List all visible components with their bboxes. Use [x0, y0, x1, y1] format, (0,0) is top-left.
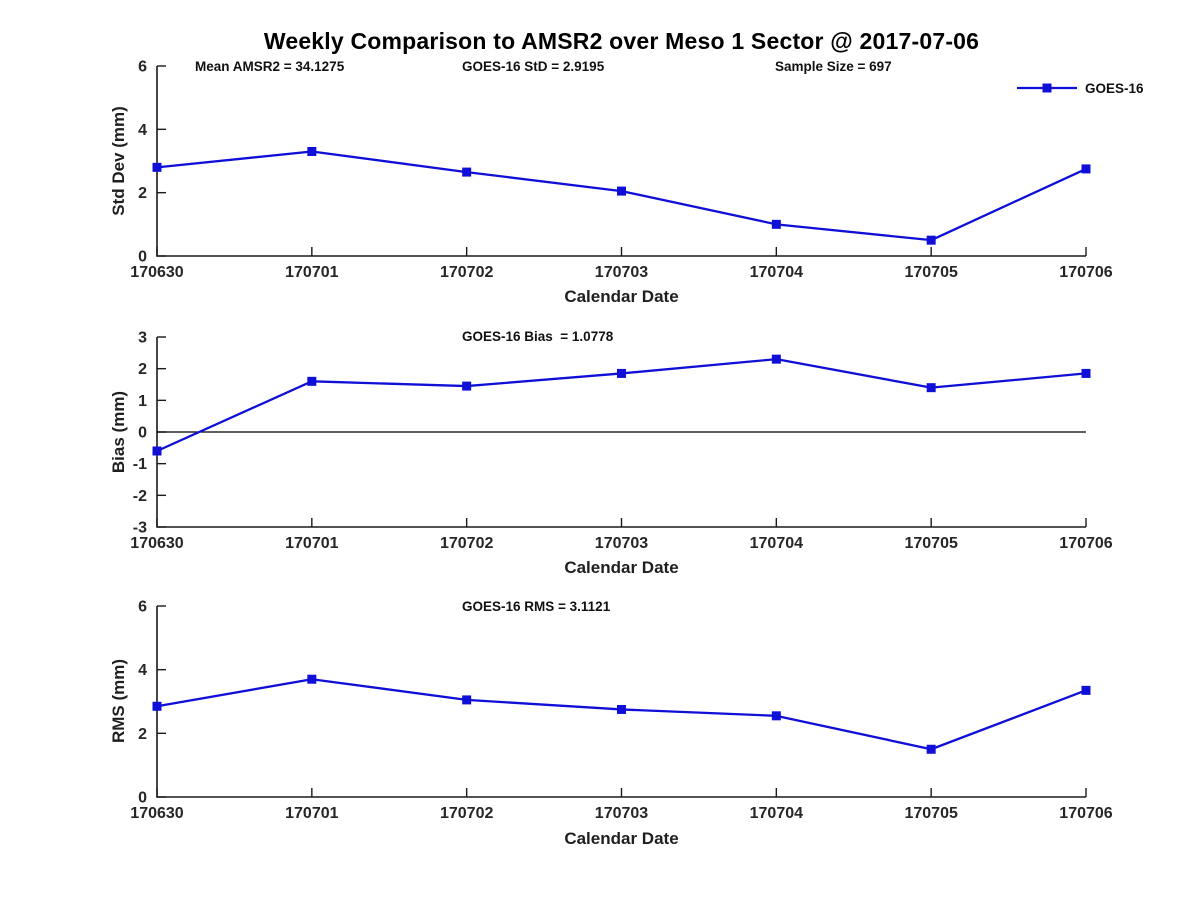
x-tick-label: 170704 — [750, 264, 803, 281]
subplot-title-bias: GOES-16 Bias = 1.0778 — [462, 329, 614, 344]
x-tick-label: 170703 — [595, 264, 648, 281]
x-tick-label: 170630 — [130, 535, 183, 552]
data-point-marker — [462, 695, 472, 705]
y-tick-label: 4 — [138, 662, 147, 679]
legend: GOES-16 — [1016, 80, 1144, 96]
data-point-marker — [152, 446, 162, 456]
series-line-GOES-16 — [156, 678, 1087, 751]
annotation-mean-amsr2: Mean AMSR2 = 34.1275 — [195, 59, 345, 74]
xlabel-bias: Calendar Date — [564, 558, 679, 577]
figure-title: Weekly Comparison to AMSR2 over Meso 1 S… — [263, 28, 980, 54]
x-tick-label: 170704 — [750, 805, 803, 822]
data-point-marker — [1081, 368, 1091, 378]
subplot-bias: -3 -2 -1 0 1 2 3 170630 170701 170702 170703 170704… — [130, 330, 1112, 553]
data-point-marker — [771, 711, 781, 721]
data-point-marker — [462, 381, 472, 391]
xlabel-rms: Calendar Date — [564, 829, 679, 848]
y-tick-label: 0 — [138, 249, 147, 266]
y-tick-label: 4 — [138, 122, 147, 139]
y-tick-label: -2 — [133, 488, 147, 505]
data-point-marker — [307, 376, 317, 386]
data-point-marker — [617, 704, 626, 714]
series-line-GOES-16 — [156, 150, 1087, 242]
x-tick-label: 170701 — [285, 264, 338, 281]
ylabel-rms: RMS (mm) — [109, 658, 128, 744]
y-tick-label: 3 — [138, 330, 147, 347]
ylabel-bias: Bias (mm) — [109, 390, 128, 474]
data-point-marker — [1081, 685, 1091, 695]
x-tick-label: 170702 — [440, 805, 493, 822]
data-point-marker — [462, 167, 472, 177]
data-point-marker — [771, 354, 781, 364]
data-point-marker — [926, 744, 936, 754]
data-point-marker — [152, 701, 162, 711]
x-tick-label: 170702 — [440, 264, 493, 281]
y-tick-label: 2 — [138, 361, 147, 378]
y-tick-label: 6 — [138, 599, 147, 616]
ylabel-std-dev: Std Dev (mm) — [109, 106, 128, 216]
x-tick-label: 170706 — [1059, 535, 1112, 552]
x-tick-label: 170703 — [595, 805, 648, 822]
y-tick-label: 0 — [138, 425, 147, 442]
y-tick-label: 1 — [138, 393, 147, 410]
subplot-title-rms: GOES-16 RMS = 3.1121 — [462, 599, 611, 614]
x-tick-label: 170704 — [750, 535, 803, 552]
x-tick-label: 170706 — [1059, 264, 1112, 281]
legend-line-sample — [1017, 83, 1077, 93]
y-tick-label: -1 — [133, 456, 147, 473]
y-tick-label: -3 — [133, 520, 147, 537]
y-tick-label: 2 — [138, 185, 147, 202]
y-tick-label: 0 — [138, 790, 147, 807]
y-tick-label: 2 — [138, 726, 147, 743]
legend-square-marker-icon — [1042, 83, 1052, 93]
data-point-marker — [307, 674, 317, 684]
xlabel-std-dev: Calendar Date — [564, 287, 679, 306]
annotation-sample-size: Sample Size = 697 — [775, 59, 892, 74]
x-tick-label: 170630 — [130, 805, 183, 822]
data-point-marker — [926, 235, 936, 245]
data-point-marker — [1081, 164, 1091, 174]
x-tick-label: 170701 — [285, 535, 338, 552]
x-tick-label: 170630 — [130, 264, 183, 281]
x-tick-label: 170703 — [595, 535, 648, 552]
axis-line — [156, 66, 1086, 257]
x-tick-label: 170705 — [904, 535, 957, 552]
subplot-std-dev: 0 2 4 6 170630 170701 170702 170703 170704 170705… — [130, 59, 1112, 282]
data-point-marker — [926, 383, 936, 393]
x-tick-label: 170705 — [904, 264, 957, 281]
data-point-marker — [617, 368, 626, 378]
x-tick-label: 170706 — [1059, 805, 1112, 822]
data-point-marker — [617, 186, 626, 196]
axis-line — [156, 606, 1086, 798]
legend-label: GOES-16 — [1085, 80, 1144, 96]
x-tick-label: 170701 — [285, 805, 338, 822]
data-point-marker — [152, 162, 162, 172]
x-tick-label: 170705 — [904, 805, 957, 822]
subplot-rms: 0 2 4 6 170630 170701 170702 170703 170704 170705… — [130, 599, 1112, 823]
y-tick-label: 6 — [138, 59, 147, 76]
data-point-marker — [307, 147, 317, 156]
x-tick-label: 170702 — [440, 535, 493, 552]
data-point-marker — [771, 219, 781, 229]
annotation-goes16-std: GOES-16 StD = 2.9195 — [462, 59, 605, 74]
